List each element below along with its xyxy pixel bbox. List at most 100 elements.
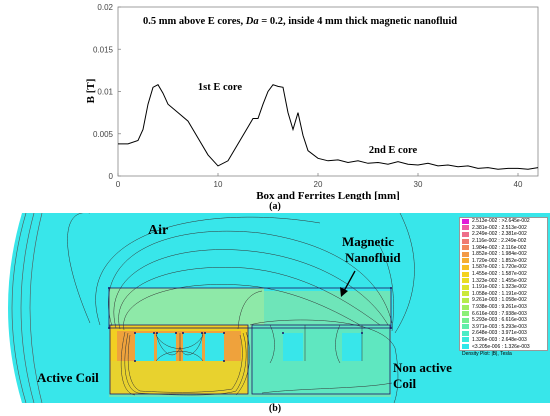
x-tick-label: 30 xyxy=(414,180,423,189)
legend-range-label: 9.261e-003 : 1.058e-002 xyxy=(472,297,527,304)
legend-entry: 2.249e-002 : 2.381e-002 xyxy=(460,231,547,238)
legend-swatch xyxy=(462,225,469,231)
label-active-coil: Active Coil xyxy=(37,370,99,385)
legend-range-label: 2.249e-002 : 2.381e-002 xyxy=(472,231,527,238)
annotation-label: 2nd E core xyxy=(369,145,418,156)
core-2-region xyxy=(252,325,390,394)
legend-swatch xyxy=(462,304,469,310)
legend-range-label: 7.938e-003 : 9.261e-003 xyxy=(472,304,527,311)
legend-swatch xyxy=(462,324,469,330)
legend-entry: 2.648e-003 : 3.971e-003 xyxy=(460,330,547,337)
label-magnetic: Magnetic xyxy=(342,234,394,249)
x-tick-label: 40 xyxy=(514,180,523,189)
x-tick-label: 10 xyxy=(214,180,223,189)
label-nanofluid: Nanofluid xyxy=(345,250,401,265)
legend-swatch xyxy=(462,291,469,297)
ferrite-outline-2 xyxy=(251,324,391,395)
field-plot-canvas xyxy=(0,213,550,403)
legend-swatch xyxy=(462,317,469,323)
label-air: Air xyxy=(148,223,169,238)
core-2-slot-b xyxy=(342,333,362,361)
legend-range-label: 2.513e-002 : >2.645e-002 xyxy=(472,218,530,225)
legend-entry: 7.938e-003 : 9.261e-003 xyxy=(460,304,547,311)
legend-range-label: 2.648e-003 : 3.971e-003 xyxy=(472,330,527,337)
coil-slot-right xyxy=(205,333,224,361)
legend-range-label: 1.455e-002 : 1.587e-002 xyxy=(472,271,527,278)
magnetic-field-density-plot: Air Magnetic Nanofluid Active Coil Non a… xyxy=(0,213,550,403)
legend-swatch xyxy=(462,278,469,284)
coil-slot-mid-right xyxy=(183,333,202,361)
ferrite-outline-1 xyxy=(109,324,249,395)
legend-entry: 6.616e-003 : 7.938e-003 xyxy=(460,310,547,317)
legend-range-label: <3.205e-006 : 1.326e-003 xyxy=(472,343,530,350)
legend-entry: 5.293e-003 : 6.616e-003 xyxy=(460,317,547,324)
legend-entry: 9.261e-003 : 1.058e-002 xyxy=(460,297,547,304)
chart-title-var: Da xyxy=(245,16,259,27)
caption-a: (a) xyxy=(269,201,281,212)
legend-entry: 2.116e-002 : 2.249e-002 xyxy=(460,238,547,245)
legend-entry: 1.587e-002 : 1.720e-002 xyxy=(460,264,547,271)
legend-swatch xyxy=(462,344,469,350)
legend-range-label: 1.720e-002 : 1.852e-002 xyxy=(472,257,527,264)
label-non-active: Non active xyxy=(393,360,452,375)
nanofluid-arrow-head xyxy=(340,287,348,297)
legend-range-label: 5.293e-003 : 6.616e-003 xyxy=(472,317,527,324)
caption-b: (b) xyxy=(268,403,282,414)
x-axis-label: Box and Ferrites Length [mm] xyxy=(256,190,400,200)
nanofluid-upper xyxy=(109,288,264,328)
nanofluid-arrow-shaft xyxy=(343,270,356,292)
legend-entry: 1.326e-003 : 2.648e-003 xyxy=(460,337,547,344)
legend-entry: 1.720e-002 : 1.852e-002 xyxy=(460,258,547,265)
label-coil: Coil xyxy=(393,376,417,391)
series-line xyxy=(118,84,539,170)
y-tick-label: 0.02 xyxy=(97,3,113,12)
legend-entry: 1.323e-002 : 1.455e-002 xyxy=(460,277,547,284)
legend-range-label: 2.381e-002 : 2.513e-002 xyxy=(472,224,527,231)
legend-range-label: 1.852e-002 : 1.984e-002 xyxy=(472,251,527,258)
legend-range-label: 3.971e-003 : 5.293e-003 xyxy=(472,323,527,330)
legend-swatch xyxy=(462,271,469,277)
legend-swatch xyxy=(462,218,469,224)
legend-range-label: 2.116e-002 : 2.249e-002 xyxy=(472,238,527,245)
legend-swatch xyxy=(462,337,469,343)
y-tick-label: 0 xyxy=(109,172,114,181)
outer-white-margin xyxy=(0,213,22,403)
legend-entry: 1.984e-002 : 2.116e-002 xyxy=(460,244,547,251)
core-1-yoke xyxy=(110,361,248,394)
y-tick-label: 0.005 xyxy=(93,130,114,139)
legend-range-label: 1.323e-002 : 1.455e-002 xyxy=(472,277,527,284)
flux-lines xyxy=(67,213,415,403)
coil-slot-left xyxy=(135,333,154,361)
legend-range-label: 1.191e-002 : 1.323e-002 xyxy=(472,284,527,291)
legend-swatch xyxy=(462,238,469,244)
field-line-chart: 0 10 20 30 40 0 0.005 0.01 0.015 0.02 0.5 mm abov… xyxy=(85,3,539,200)
legend-entry: 1.852e-002 : 1.984e-002 xyxy=(460,251,547,258)
legend-swatch xyxy=(462,264,469,270)
chart-title-post: = 0.2, inside 4 mm thick magnetic nanofl… xyxy=(259,16,458,27)
mesh-nodes xyxy=(108,287,392,362)
legend-entry: 1.455e-002 : 1.587e-002 xyxy=(460,271,547,278)
legend-range-label: 1.984e-002 : 2.116e-002 xyxy=(472,244,527,251)
legend-range-label: 1.587e-002 : 1.720e-002 xyxy=(472,264,527,271)
legend-swatch xyxy=(462,330,469,336)
chart-title: 0.5 mm above E cores, Da = 0.2, inside 4… xyxy=(143,16,457,27)
legend-footer: Density Plot: |B|, Tesla xyxy=(462,350,512,357)
density-legend: 2.513e-002 : >2.645e-002 2.381e-002 : 2.5… xyxy=(459,217,548,357)
legend-entry: 2.381e-002 : 2.513e-002 xyxy=(460,225,547,232)
x-tick-label: 0 xyxy=(116,180,121,189)
nanofluid-box-outline xyxy=(108,287,392,329)
y-tick-label: 0.01 xyxy=(97,88,113,97)
legend-entry: 3.971e-003 : 5.293e-003 xyxy=(460,324,547,331)
legend-swatch xyxy=(462,311,469,317)
legend-entry: 2.513e-002 : >2.645e-002 xyxy=(460,218,547,225)
legend-swatch xyxy=(462,245,469,251)
legend-swatch xyxy=(462,284,469,290)
legend-entry: 1.058e-002 : 1.191e-002 xyxy=(460,291,547,298)
chart-title-pre: 0.5 mm above E cores, xyxy=(143,16,246,27)
legend-range-label: 6.616e-003 : 7.938e-003 xyxy=(472,310,527,317)
legend-range-label: 1.326e-003 : 2.648e-003 xyxy=(472,336,527,343)
legend-swatch xyxy=(462,231,469,237)
y-axis-label: B [T] xyxy=(85,79,97,104)
core-2-slot-a xyxy=(283,333,303,361)
plot-frame xyxy=(117,6,539,177)
